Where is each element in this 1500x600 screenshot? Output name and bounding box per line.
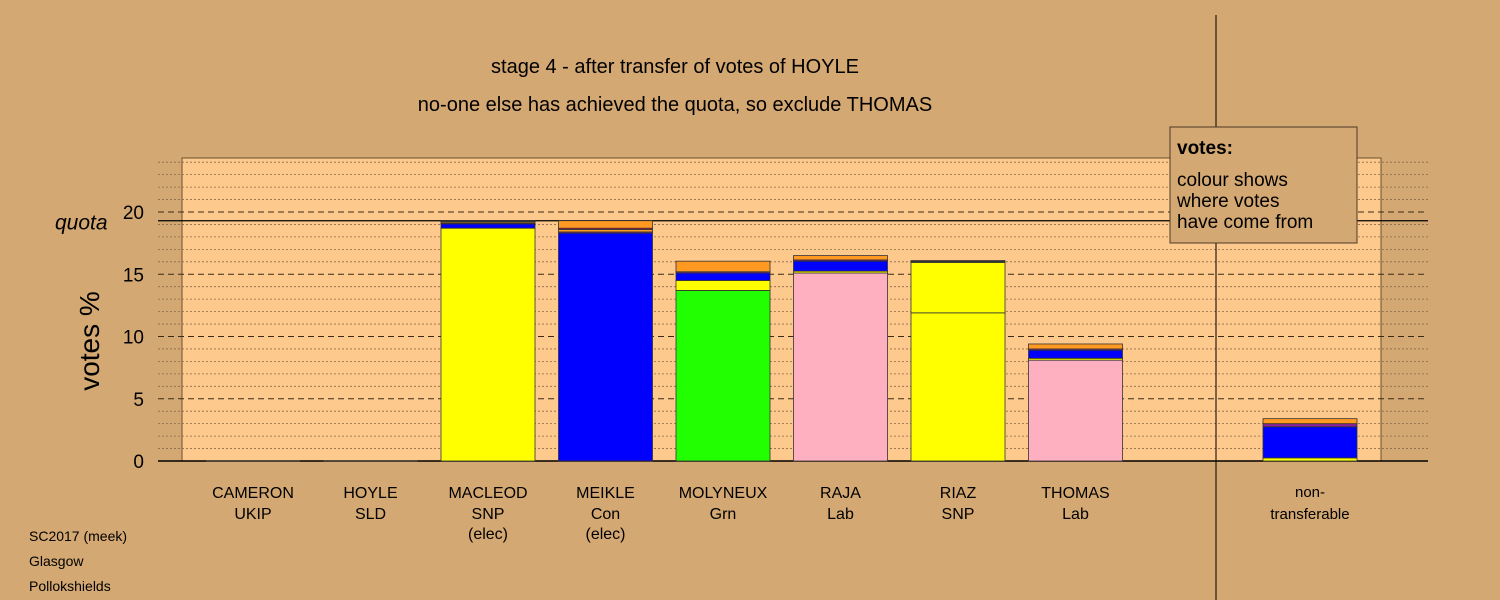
quota-label: quota (55, 212, 108, 235)
bar-macleod-segment-0 (440, 227, 536, 462)
candidate-party-meikle: Con (591, 506, 620, 523)
candidate-name-molyneux: MOLYNEUX (679, 485, 768, 502)
bar-molyneux-segment-0 (675, 290, 771, 462)
candidate-party-raja: Lab (827, 506, 854, 523)
y-axis-label: votes % (74, 291, 105, 391)
legend-line-3: have come from (1177, 212, 1313, 233)
candidate-name-riaz: RIAZ (940, 485, 977, 502)
candidate-name-raja: RAJA (820, 485, 861, 502)
legend-heading: votes: (1177, 138, 1233, 159)
bar-raja-segment-4 (793, 255, 888, 261)
bar-riaz-segment-1 (910, 262, 1006, 314)
bar-meikle-segment-0 (558, 232, 653, 462)
footer-line-2: Glasgow (29, 553, 84, 569)
footer-line-3: Pollokshields (29, 578, 111, 594)
legend-line-1: colour shows (1177, 170, 1288, 191)
legend-line-2: where votes (1176, 191, 1279, 212)
candidate-party-riaz: SNP (942, 506, 975, 523)
bar-thomas-segment-4 (1028, 343, 1123, 350)
bar-raja-segment-2 (793, 260, 888, 272)
legend-box (1169, 126, 1358, 244)
bar-molyneux-segment-2 (675, 272, 771, 281)
candidate-party-macleod: SNP (472, 506, 505, 523)
bar-macleod-segment-4 (440, 220, 536, 223)
y-tick-label: 10 (123, 328, 144, 349)
bar-molyneux-segment-1 (675, 280, 771, 291)
y-tick-label: 15 (123, 265, 144, 286)
candidate-name-cameron: CAMERON (212, 485, 294, 502)
bar-non-transferable-segment-0 (1262, 457, 1358, 462)
non-transferable-label-2: transferable (1270, 506, 1349, 523)
bar-non-transferable-segment-1 (1262, 426, 1358, 459)
candidate-party-cameron: UKIP (234, 506, 271, 523)
bar-macleod-segment-1 (440, 223, 536, 229)
y-tick-label: 5 (133, 390, 144, 411)
chart-title: stage 4 - after transfer of votes of HOY… (491, 56, 859, 78)
candidate-party-molyneux: Grn (710, 506, 737, 523)
footer-line-1: SC2017 (meek) (29, 528, 128, 544)
bar-thomas-segment-2 (1028, 349, 1123, 359)
bar-thomas-segment-0 (1028, 359, 1123, 462)
bar-non-transferable-segment-3 (1262, 418, 1358, 425)
candidate-name-thomas: THOMAS (1041, 485, 1109, 502)
bar-meikle-segment-4 (558, 220, 653, 229)
y-tick-label: 20 (123, 203, 144, 224)
non-transferable-label-1: non- (1295, 484, 1325, 501)
candidate-name-hoyle: HOYLE (343, 485, 397, 502)
candidate-name-meikle: MEIKLE (576, 485, 635, 502)
bar-riaz-segment-2 (910, 260, 1006, 263)
chart-subtitle: no-one else has achieved the quota, so e… (418, 94, 932, 116)
bar-molyneux-segment-4 (675, 260, 771, 273)
candidate-note-meikle: (elec) (585, 526, 625, 543)
bar-riaz-segment-0 (910, 312, 1006, 462)
legend: votes: colour shows where votes have com… (1169, 126, 1358, 244)
candidate-party-hoyle: SLD (355, 506, 386, 523)
bar-raja-segment-0 (793, 272, 888, 462)
candidate-note-macleod: (elec) (468, 526, 508, 543)
y-tick-label: 0 (133, 452, 144, 473)
candidate-name-macleod: MACLEOD (448, 485, 527, 502)
candidate-party-thomas: Lab (1062, 506, 1089, 523)
bar-non-transferable-segment-2 (1262, 423, 1358, 428)
